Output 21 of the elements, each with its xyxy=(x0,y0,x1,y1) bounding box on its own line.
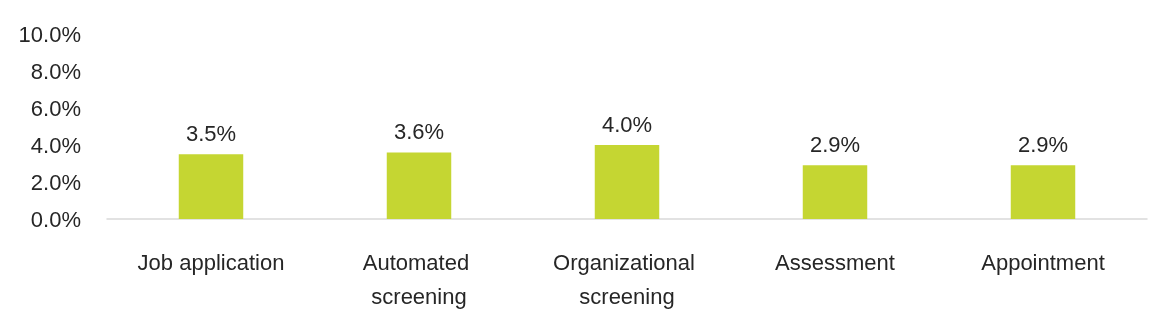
x-tick-label: Appointment xyxy=(981,249,1105,275)
y-tick-label: 6.0% xyxy=(30,95,81,121)
bar xyxy=(594,145,660,219)
y-tick-label: 4.0% xyxy=(30,132,81,158)
y-tick-label: 8.0% xyxy=(30,58,81,84)
data-label: 2.9% xyxy=(809,131,861,157)
bar xyxy=(386,152,452,219)
y-tick-label: 0.0% xyxy=(30,206,81,232)
bar xyxy=(178,154,244,219)
x-tick-label: Job application xyxy=(137,249,285,275)
x-tick-label: Organizational screening xyxy=(553,249,701,309)
data-label: 4.0% xyxy=(601,111,653,137)
y-tick-label: 2.0% xyxy=(30,169,81,195)
data-label: 3.5% xyxy=(185,120,237,146)
data-label: 3.6% xyxy=(393,118,445,144)
x-tick-label: Automated screening xyxy=(362,249,476,309)
bar xyxy=(802,165,868,219)
x-tick-label: Assessment xyxy=(775,249,895,275)
bar xyxy=(1010,165,1076,219)
y-tick-label: 10.0% xyxy=(18,21,81,47)
data-label: 2.9% xyxy=(1017,131,1069,157)
